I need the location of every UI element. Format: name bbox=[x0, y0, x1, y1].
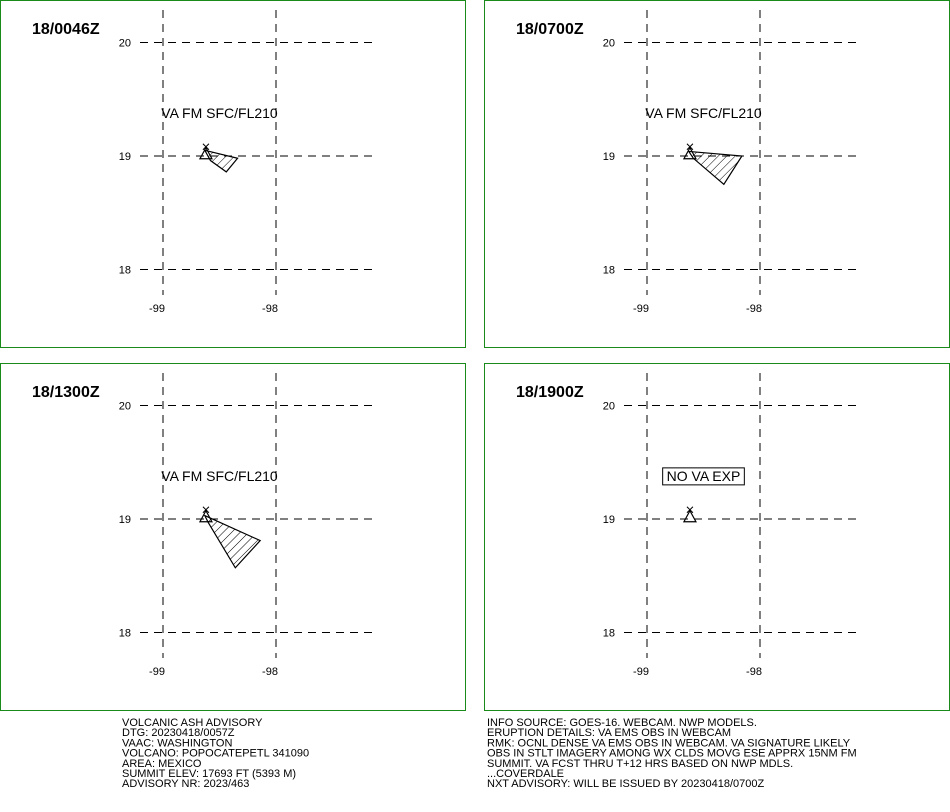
advisory-line: VOLCANIC ASH ADVISORY bbox=[122, 717, 263, 729]
lat-tick-label: 18 bbox=[119, 628, 131, 640]
advisory-line: VOLCANO: POPOCATEPETL 341090 bbox=[122, 748, 309, 760]
lat-tick-label: 20 bbox=[603, 401, 615, 413]
lon-tick-label: -99 bbox=[633, 666, 649, 678]
lon-tick-label: -98 bbox=[262, 666, 278, 678]
valid-time: 18/0046Z bbox=[32, 21, 100, 38]
volcano-symbol bbox=[198, 146, 213, 160]
lat-tick-label: 19 bbox=[119, 514, 131, 526]
advisory-line: NXT ADVISORY: WILL BE ISSUED BY 20230418… bbox=[487, 778, 764, 790]
map-panel: 20 19 18 -99 -98 18/1900Z NO VA EXP bbox=[484, 363, 950, 711]
label-box bbox=[662, 467, 745, 486]
lat-tick-label: 19 bbox=[603, 151, 615, 163]
volcano-symbol bbox=[682, 509, 697, 523]
lon-tick-label: -99 bbox=[149, 666, 165, 678]
volcano-symbol bbox=[682, 146, 697, 160]
map-panel: 20 19 18 -99 -98 18/0046Z VA FM SFC/FL210 bbox=[0, 0, 466, 348]
lat-tick-label: 18 bbox=[119, 265, 131, 277]
lat-tick-label: 20 bbox=[603, 38, 615, 50]
advisory-line: SUMMIT. VA FCST THRU T+12 HRS BASED ON N… bbox=[487, 758, 793, 770]
advisory-line: ...COVERDALE bbox=[487, 768, 564, 780]
volcano-top bbox=[202, 506, 210, 514]
advisory-line: OBS IN STLT IMAGERY AMONG WX CLDS MOVG E… bbox=[487, 748, 857, 760]
valid-time: 18/1900Z bbox=[516, 384, 584, 401]
lat-tick-label: 20 bbox=[119, 38, 131, 50]
ash-label: NO VA EXP bbox=[667, 468, 741, 484]
advisory-line: ADVISORY NR: 2023/463 bbox=[122, 778, 249, 790]
ash-label: VA FM SFC/FL210 bbox=[161, 468, 278, 484]
panel-frame bbox=[0, 363, 466, 711]
map-panel: 20 19 18 -99 -98 18/1300Z VA FM SFC/FL210 bbox=[0, 363, 466, 711]
valid-time: 18/1300Z bbox=[32, 384, 100, 401]
advisory-line: AREA: MEXICO bbox=[122, 758, 202, 770]
lon-tick-label: -98 bbox=[746, 303, 762, 315]
lon-tick-label: -98 bbox=[262, 303, 278, 315]
lon-tick-label: -99 bbox=[149, 303, 165, 315]
ash-cloud bbox=[203, 149, 239, 173]
ash-cloud bbox=[203, 514, 262, 569]
advisory-line: DTG: 20230418/0057Z bbox=[122, 727, 235, 739]
ash-label: VA FM SFC/FL210 bbox=[645, 105, 762, 121]
lon-tick-label: -99 bbox=[633, 303, 649, 315]
lat-tick-label: 20 bbox=[119, 401, 131, 413]
panel-frame bbox=[484, 363, 950, 711]
volcano-top bbox=[202, 143, 210, 151]
lat-tick-label: 18 bbox=[603, 628, 615, 640]
advisory-line: INFO SOURCE: GOES-16. WEBCAM. NWP MODELS… bbox=[487, 717, 757, 729]
lon-tick-label: -98 bbox=[746, 666, 762, 678]
map-panel: 20 19 18 -99 -98 18/0700Z VA FM SFC/FL210 bbox=[484, 0, 950, 348]
volcano-symbol bbox=[198, 509, 213, 523]
panel-frame bbox=[0, 0, 466, 348]
valid-time: 18/0700Z bbox=[516, 21, 584, 38]
advisory-line: VAAC: WASHINGTON bbox=[122, 737, 232, 749]
lat-tick-label: 19 bbox=[119, 151, 131, 163]
lat-tick-label: 19 bbox=[603, 514, 615, 526]
advisory-line: SUMMIT ELEV: 17693 FT (5393 M) bbox=[122, 768, 296, 780]
advisory-line: RMK: OCNL DENSE VA EMS OBS IN WEBCAM. VA… bbox=[487, 737, 851, 749]
volcano-top bbox=[686, 506, 694, 514]
volcano-top bbox=[686, 143, 694, 151]
advisory-line: ERUPTION DETAILS: VA EMS OBS IN WEBCAM bbox=[487, 727, 731, 739]
ash-label: VA FM SFC/FL210 bbox=[161, 105, 278, 121]
ash-cloud bbox=[687, 150, 743, 186]
lat-tick-label: 18 bbox=[603, 265, 615, 277]
